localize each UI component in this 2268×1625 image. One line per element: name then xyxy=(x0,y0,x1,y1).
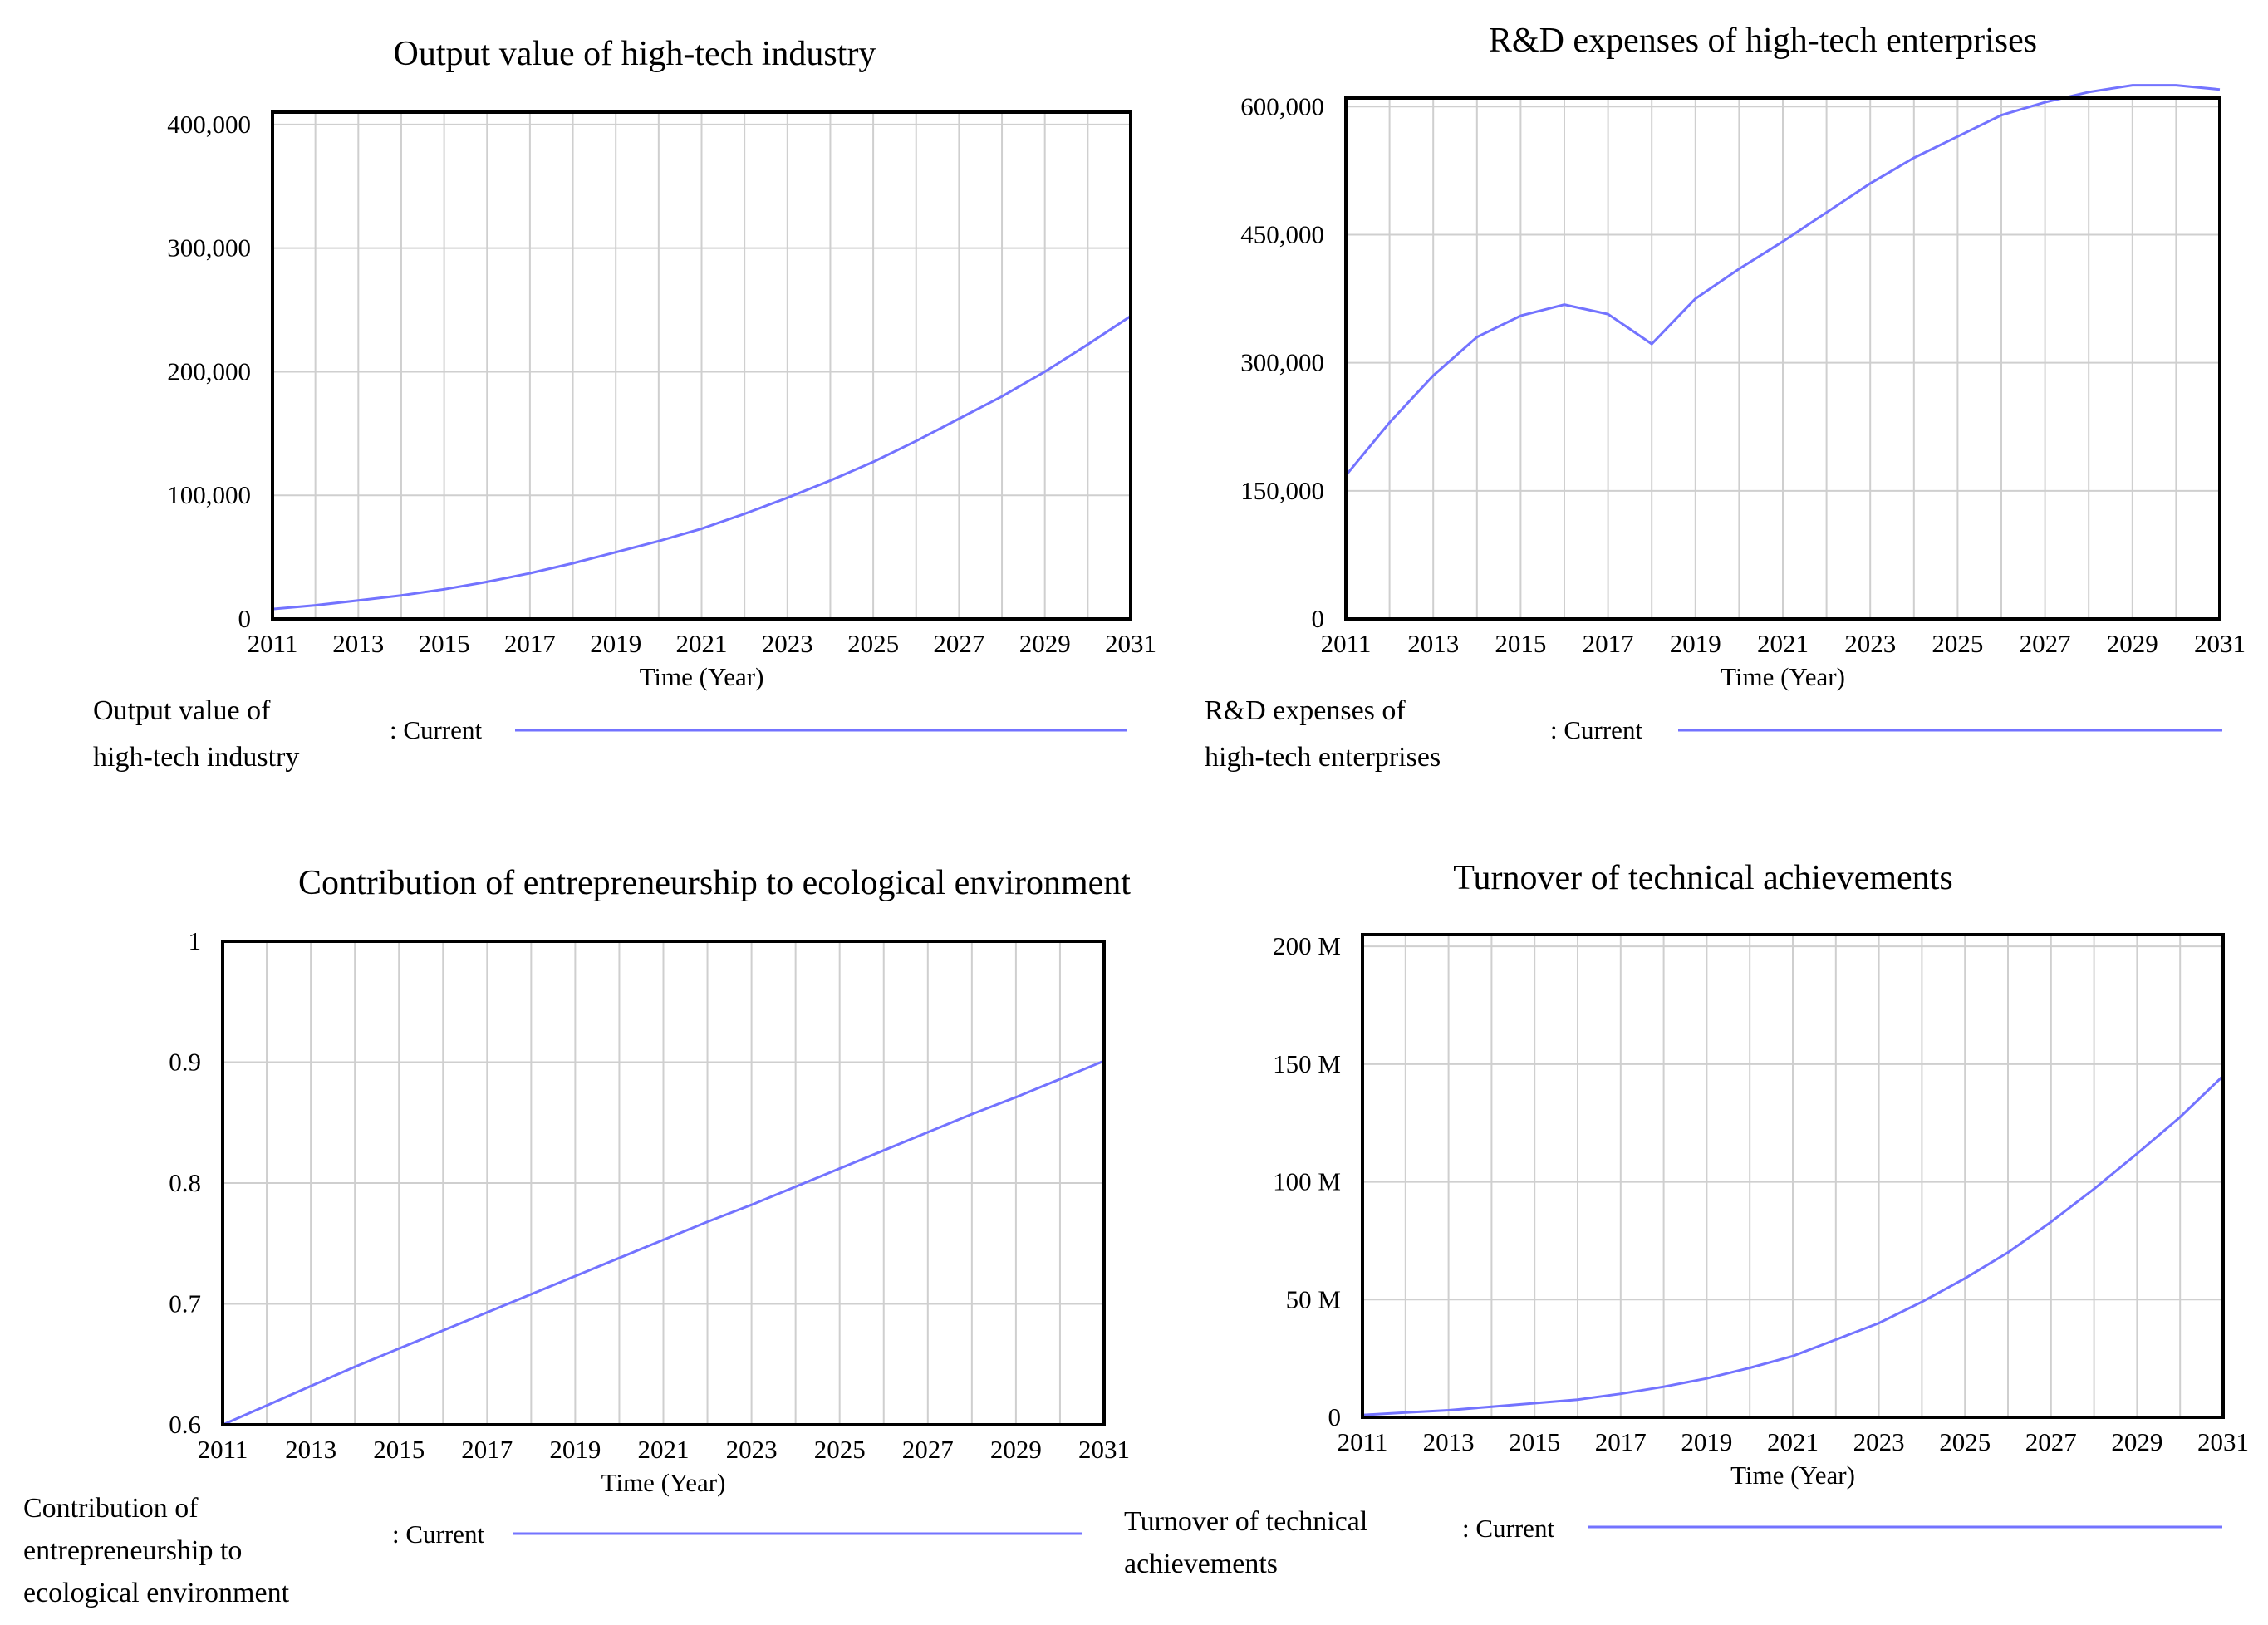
legend-series-name: : Current xyxy=(392,1519,484,1549)
x-tick-label: 2027 xyxy=(2025,1427,2077,1456)
x-tick-label: 2019 xyxy=(1670,629,1721,658)
x-tick-label: 2013 xyxy=(332,629,384,658)
x-tick-label: 2011 xyxy=(248,629,298,658)
x-tick-label: 2031 xyxy=(2194,629,2246,658)
plot-frame xyxy=(271,110,1132,621)
x-tick-label: 2031 xyxy=(2197,1427,2249,1456)
legend-label: high-tech enterprises xyxy=(1205,742,1441,773)
legend-label: R&D expenses of xyxy=(1205,695,1406,726)
x-tick-label: 2027 xyxy=(933,629,984,658)
legend-label: achievements xyxy=(1124,1549,1278,1579)
x-tick-label: 2025 xyxy=(1939,1427,1991,1456)
legend-label: high-tech industry xyxy=(93,742,299,773)
y-tick-label: 0.9 xyxy=(169,1048,201,1077)
x-tick-label: 2017 xyxy=(1595,1427,1647,1456)
x-axis-label: Time (Year) xyxy=(1730,1461,1855,1490)
x-tick-label: 2031 xyxy=(1078,1435,1130,1464)
x-tick-label: 2023 xyxy=(1844,629,1896,658)
y-tick-label: 100,000 xyxy=(167,480,251,509)
x-tick-label: 2029 xyxy=(2107,629,2158,658)
legend-label: Contribution of xyxy=(23,1493,199,1524)
plot-frame xyxy=(221,940,1106,1426)
legend-label: entrepreneurship to xyxy=(23,1535,242,1566)
x-tick-label: 2019 xyxy=(1681,1427,1732,1456)
x-tick-label: 2023 xyxy=(762,629,813,658)
x-tick-label: 2025 xyxy=(1932,629,1983,658)
x-tick-label: 2011 xyxy=(198,1435,248,1464)
y-tick-label: 150 M xyxy=(1273,1049,1341,1078)
x-tick-label: 2015 xyxy=(373,1435,425,1464)
y-tick-label: 0 xyxy=(238,604,252,633)
chart-4: Turnover of technical achievements 0 50 M 1… xyxy=(1124,859,2249,1579)
chart-title: Output value of high-tech industry xyxy=(394,35,876,73)
x-tick-label: 2023 xyxy=(726,1435,778,1464)
x-tick-label: 2027 xyxy=(902,1435,954,1464)
y-tick-label: 1 xyxy=(189,926,202,955)
series-line-current xyxy=(272,315,1132,611)
y-tick-label: 50 M xyxy=(1286,1284,1341,1313)
x-axis-label: Time (Year) xyxy=(640,662,764,691)
x-tick-label: 2013 xyxy=(285,1435,336,1464)
x-tick-label: 2021 xyxy=(1757,629,1809,658)
x-tick-label: 2021 xyxy=(676,629,728,658)
chart-3: Contribution of entrepreneurship to ecol… xyxy=(23,864,1131,1608)
x-axis-label: Time (Year) xyxy=(601,1468,726,1497)
x-tick-label: 2023 xyxy=(1853,1427,1905,1456)
y-tick-label: 300,000 xyxy=(1240,348,1324,377)
x-tick-label: 2031 xyxy=(1105,629,1156,658)
x-tick-label: 2029 xyxy=(2111,1427,2162,1456)
x-tick-label: 2015 xyxy=(1495,629,1546,658)
legend-series-name: : Current xyxy=(1462,1514,1554,1543)
x-tick-label: 2017 xyxy=(461,1435,513,1464)
x-tick-label: 2019 xyxy=(590,629,641,658)
series-line-current xyxy=(222,1059,1105,1426)
x-tick-label: 2027 xyxy=(2020,629,2071,658)
y-tick-label: 200,000 xyxy=(167,356,251,385)
x-tick-label: 2021 xyxy=(1767,1427,1819,1456)
x-tick-label: 2017 xyxy=(1583,629,1634,658)
chart-2: R&D expenses of high-tech enterprises 0 15… xyxy=(1205,22,2246,773)
y-tick-label: 450,000 xyxy=(1240,219,1324,248)
legend-series-name: : Current xyxy=(390,715,482,744)
plot-frame xyxy=(1344,96,2221,621)
chart-title: Turnover of technical achievements xyxy=(1453,859,1952,897)
y-tick-label: 0.6 xyxy=(169,1410,201,1439)
y-tick-label: 600,000 xyxy=(1240,91,1324,120)
x-tick-label: 2029 xyxy=(990,1435,1042,1464)
x-tick-label: 2021 xyxy=(638,1435,690,1464)
x-tick-label: 2013 xyxy=(1407,629,1459,658)
y-tick-label: 400,000 xyxy=(167,110,251,139)
y-tick-label: 150,000 xyxy=(1240,476,1324,505)
series-line-current xyxy=(1362,1074,2225,1416)
y-tick-label: 100 M xyxy=(1273,1167,1341,1196)
plot-frame xyxy=(1361,933,2225,1419)
y-tick-label: 200 M xyxy=(1273,931,1341,960)
chart-title: Contribution of entrepreneurship to ecol… xyxy=(298,864,1131,902)
legend-label: Output value of xyxy=(93,695,271,726)
x-axis-label: Time (Year) xyxy=(1721,662,1845,691)
y-tick-label: 300,000 xyxy=(167,233,251,263)
legend-label: ecological environment xyxy=(23,1578,290,1608)
x-tick-label: 2011 xyxy=(1338,1427,1388,1456)
x-tick-label: 2019 xyxy=(549,1435,601,1464)
x-tick-label: 2015 xyxy=(1509,1427,1560,1456)
y-tick-label: 0 xyxy=(1328,1402,1342,1431)
chart-1: Output value of high-tech industry 0 100,0… xyxy=(93,35,1156,773)
y-tick-label: 0.8 xyxy=(169,1168,201,1197)
legend-label: Turnover of technical xyxy=(1124,1506,1367,1537)
legend-series-name: : Current xyxy=(1550,715,1642,744)
x-tick-label: 2025 xyxy=(814,1435,866,1464)
x-tick-label: 2015 xyxy=(419,629,470,658)
x-tick-label: 2025 xyxy=(847,629,899,658)
series-line-current xyxy=(1344,84,2221,477)
y-tick-label: 0 xyxy=(1312,604,1325,633)
x-tick-label: 2029 xyxy=(1019,629,1071,658)
x-tick-label: 2013 xyxy=(1423,1427,1475,1456)
y-tick-label: 0.7 xyxy=(169,1289,201,1318)
x-tick-label: 2011 xyxy=(1321,629,1372,658)
x-tick-label: 2017 xyxy=(504,629,556,658)
chart-title: R&D expenses of high-tech enterprises xyxy=(1489,22,2037,60)
